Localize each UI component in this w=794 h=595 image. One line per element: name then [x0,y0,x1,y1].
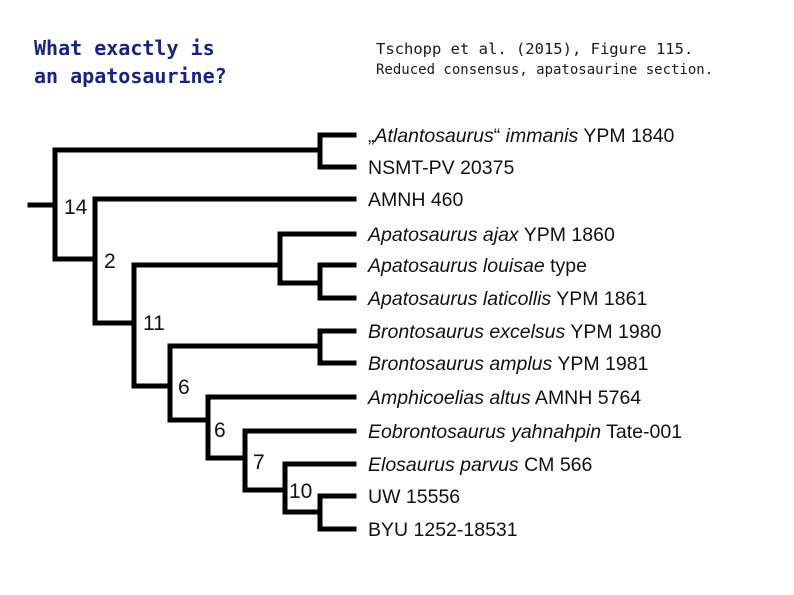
cladogram-taxa: „Atlantosaurus“ immanis YPM 1840 NSMT-PV … [367,125,682,541]
taxon-label-italic: Apatosaurus louisae [367,255,545,277]
question-line-2: an apatosaurine? [34,64,227,88]
taxon-label-post: AMNH 460 [368,189,464,211]
taxon-label-italic: Brontosaurus amplus [368,353,553,375]
taxon-label: NSMT-PV 20375 [368,157,514,179]
taxon-label-italic: Eobrontosaurus yahnahpin [368,421,601,443]
taxon-label: Apatosaurus louisae type [367,255,587,277]
taxon-label-post: YPM 1981 [552,353,648,375]
node-support-label: 6 [214,419,226,442]
taxon-label-post: YPM 1980 [565,321,661,343]
cladogram-node-labels: 14 2 11 6 6 7 10 [64,196,312,503]
taxon-label-post: AMNH 5764 [531,387,642,409]
node-support-label: 7 [253,451,265,474]
taxon-label-pre: „ [368,125,375,147]
taxon-label-post: YPM 1860 [519,224,615,246]
node-support-label: 10 [289,480,312,503]
taxon-label-post: type [545,255,587,277]
figure-description: Reduced consensus, apatosaurine section. [376,62,714,78]
node-support-label: 11 [143,312,165,335]
taxon-label-italic: Atlantosaurus [374,125,494,147]
taxon-label-post: YPM 1861 [551,288,647,310]
taxon-label: Apatosaurus laticollis YPM 1861 [367,288,647,310]
taxon-label-italic: Apatosaurus ajax [367,224,520,246]
figure-source: Tschopp et al. (2015), Figure 115. Reduc… [376,38,713,80]
taxon-label-post: Tate-001 [601,421,682,443]
taxon-label: Eobrontosaurus yahnahpin Tate-001 [368,421,682,443]
taxon-label: Brontosaurus amplus YPM 1981 [368,353,648,375]
taxon-label-mid: “ [494,125,506,147]
taxon-label-italic: Elosaurus parvus [368,454,519,476]
cladogram-branches [27,132,357,532]
taxon-label: BYU 1252-18531 [368,519,518,541]
taxon-label-italic: Brontosaurus excelsus [368,321,566,343]
question-line-1: What exactly is [34,36,215,60]
node-support-label: 6 [178,376,190,399]
taxon-label-italic: Amphicoelias altus [367,387,531,409]
taxon-label-post: UW 15556 [368,486,460,508]
taxon-label: Elosaurus parvus CM 566 [368,454,592,476]
taxon-label: Apatosaurus ajax YPM 1860 [367,224,615,246]
question-title: What exactly is an apatosaurine? [34,34,227,90]
figure-citation: Tschopp et al. (2015), Figure 115. [376,40,694,58]
taxon-label: AMNH 460 [368,189,464,211]
taxon-label: „Atlantosaurus“ immanis YPM 1840 [368,125,675,147]
taxon-label-post: BYU 1252-18531 [368,519,518,541]
taxon-label: Amphicoelias altus AMNH 5764 [367,387,641,409]
taxon-label-italic2: immanis [506,125,579,147]
node-support-label: 2 [104,250,116,273]
taxon-label: UW 15556 [368,486,460,508]
taxon-label-post: CM 566 [519,454,593,476]
taxon-label: Brontosaurus excelsus YPM 1980 [368,321,662,343]
node-support-label: 14 [64,196,88,219]
taxon-label-post: YPM 1840 [578,125,674,147]
taxon-label-italic: Apatosaurus laticollis [367,288,551,310]
taxon-label-post: NSMT-PV 20375 [368,157,514,179]
